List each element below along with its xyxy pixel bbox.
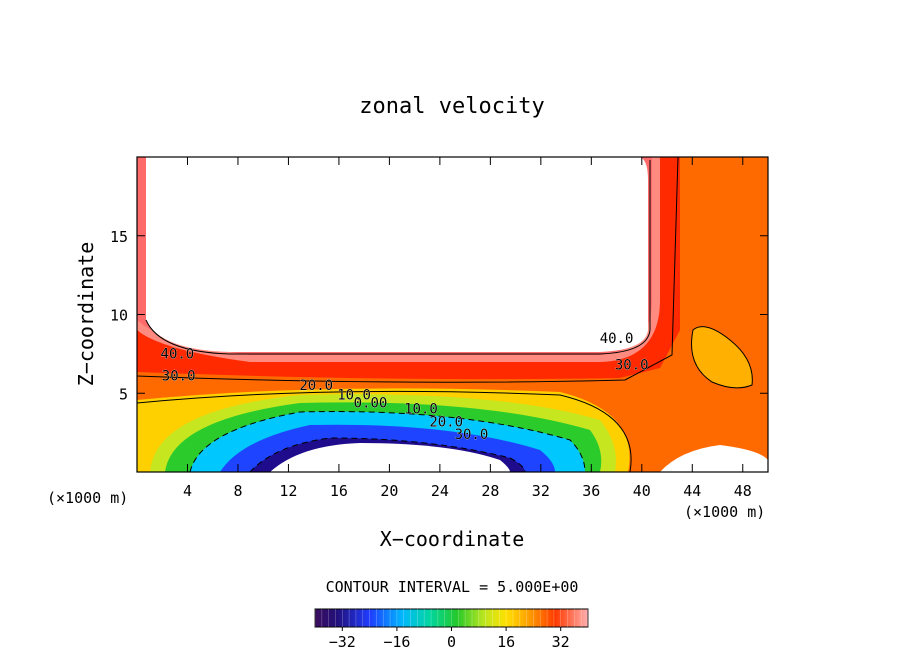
contour-label: 20.0 [429,414,463,430]
contour-label: 10.0 [404,402,438,418]
right-column-maximum [691,326,753,388]
lower-reverse-jet-minimum [270,443,510,472]
colorbar-tick-label: −32 [329,633,356,651]
x-axis-unit-right: (×1000 m) [684,503,765,521]
contour-label: 30.0 [162,369,196,385]
contour-label: 40.0 [161,347,195,363]
colorbar-tick-label: 32 [552,633,570,651]
y-tick-label: 15 [110,228,128,246]
contour-label: 20.0 [299,378,333,394]
x-tick-label: 24 [431,482,449,500]
high-jet-core [146,157,648,352]
x-tick-label: 32 [532,482,550,500]
contour-lines [137,157,753,472]
x-tick-label: 4 [183,482,192,500]
x-tick-label: 44 [683,482,701,500]
x-axis-label: X−coordinate [380,527,525,551]
contour-labels: 40.030.020.010.00.00 10.020.030.040.030.0 [160,331,649,443]
x-tick-label: 16 [330,482,348,500]
colorbar-ticks: −32 −16 0 16 32 [314,609,589,651]
colorbar-tick-label: 16 [497,633,515,651]
x-tick-label: 20 [380,482,398,500]
contour-label: 30.0 [455,427,489,443]
x-tick-label: 12 [279,482,297,500]
colorbar: −32 −16 0 16 32 [314,608,589,651]
x-axis-unit-left: (×1000 m) [47,489,128,507]
contour-label: 10.0 [337,388,371,404]
contour-interval-label: CONTOUR INTERVAL = 5.000E+00 [326,578,579,596]
contour-label: 40.0 [600,331,634,347]
y-tick-label: 10 [110,307,128,325]
x-tick-label: 40 [633,482,651,500]
contour-label: 30.0 [615,358,649,374]
contour-label: 0.00 [354,395,388,411]
y-axis-label: Z−coordinate [74,242,98,387]
colorbar-tick-label: −16 [383,633,410,651]
chart-title: zonal velocity [359,94,544,119]
bottom-right-maximum [660,445,768,472]
x-axis-ticks: 4 8 12 16 20 24 28 32 36 40 44 48 [183,157,752,500]
y-tick-label: 5 [119,385,128,403]
x-tick-label: 48 [734,482,752,500]
plot-field [137,157,768,472]
x-tick-label: 8 [233,482,242,500]
y-axis-ticks: 5 10 15 [110,228,768,403]
colorbar-tick-label: 0 [447,633,456,651]
x-tick-label: 28 [481,482,499,500]
x-tick-label: 36 [582,482,600,500]
